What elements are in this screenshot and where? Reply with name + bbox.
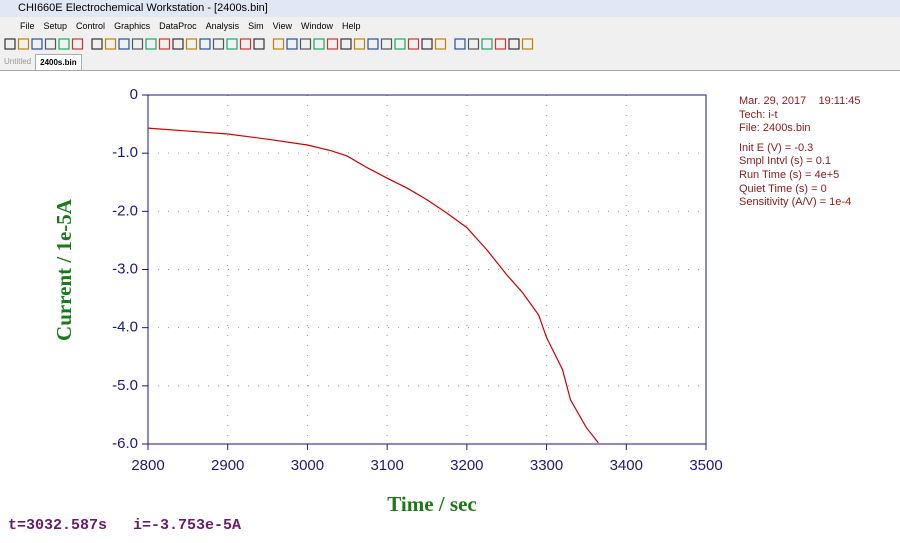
menu-item[interactable]: Graphics [114,21,151,31]
tab-bar: Untitled 2400s.bin [0,54,900,71]
toolbar-button[interactable] [145,38,157,50]
x-tick-label: 3500 [689,457,722,474]
toolbar-button[interactable] [226,38,238,50]
toolbar-button[interactable] [17,38,30,50]
toolbar-button[interactable] [118,38,130,50]
menu-item[interactable]: View [272,21,292,31]
y-tick-label: -6.0 [112,435,138,452]
toolbar [0,35,900,54]
status-text: t=3032.587s [8,517,108,534]
x-tick-label: 3100 [370,457,403,474]
x-tick-label: 3200 [450,457,483,474]
menu-item[interactable]: Sim [248,21,264,31]
toolbar-button[interactable] [494,38,507,50]
info-line: Init E (V) = -0.3 [739,141,814,154]
toolbar-button[interactable] [71,38,84,50]
x-tick-label: 3300 [530,457,563,474]
plot-frame [147,94,707,445]
toolbar-button[interactable] [286,38,298,50]
toolbar-button[interactable] [199,38,211,50]
toolbar-button[interactable] [434,38,447,50]
y-tick-label: -2.0 [112,202,138,219]
status-text: i=-3.753e-5A [133,517,242,534]
x-tick-label: 3400 [610,457,643,474]
toolbar-button[interactable] [104,38,117,50]
menu-item[interactable]: Setup [43,21,68,31]
menu-item[interactable]: File [20,21,35,31]
toolbar-button[interactable] [158,38,171,50]
y-tick-label: -1.0 [112,144,138,161]
toolbar-button[interactable] [31,38,43,50]
toolbar-button[interactable] [421,38,433,50]
tab[interactable]: Untitled [4,57,32,66]
title-bar: CHI660E Electrochemical Workstation - [2… [0,0,900,17]
info-line: File: 2400s.bin [739,122,811,135]
toolbar-button[interactable] [299,38,312,50]
window-title: CHI660E Electrochemical Workstation - [2… [18,2,268,14]
toolbar-button[interactable] [4,38,16,50]
toolbar-button[interactable] [508,38,520,50]
info-line: Quiet Time (s) = 0 [739,182,827,195]
toolbar-button[interactable] [353,38,366,50]
x-tick-label: 2900 [211,457,244,474]
y-tick-label: -3.0 [112,260,138,277]
toolbar-button[interactable] [239,38,252,50]
toolbar-button[interactable] [313,38,325,50]
toolbar-button[interactable] [272,38,285,50]
toolbar-button[interactable] [454,38,466,50]
tab[interactable]: 2400s.bin [35,54,82,70]
menu-item[interactable]: Control [76,21,106,31]
status-bar: t=3032.587s i=-3.753e-5A [8,517,241,534]
toolbar-button[interactable] [91,38,103,50]
info-line: Sensitivity (A/V) = 1e-4 [739,196,852,209]
info-panel: Mar. 29, 2017 19:11:45 Tech: i-t File: 240… [739,95,861,210]
info-line: Mar. 29, 2017 19:11:45 [739,95,861,107]
menu-item[interactable]: Window [300,21,333,31]
menu-item[interactable]: Analysis [205,21,240,31]
toolbar-button[interactable] [185,38,198,50]
toolbar-button[interactable] [367,38,379,50]
toolbar-button[interactable] [521,38,534,50]
toolbar-button[interactable] [394,38,406,50]
menu-item[interactable]: DataProc [159,21,197,31]
toolbar-button[interactable] [467,38,480,50]
toolbar-button[interactable] [380,38,393,50]
x-tick-label: 2800 [131,457,164,474]
toolbar-button[interactable] [172,38,184,50]
y-tick-label: -4.0 [112,319,138,336]
y-tick-label: -5.0 [112,377,138,394]
info-line: Run Time (s) = 4e+5 [739,168,840,181]
toolbar-button[interactable] [212,38,225,50]
toolbar-button[interactable] [481,38,493,50]
x-axis-label: Time / sec [387,492,476,516]
y-tick-label: 0 [130,86,138,103]
info-line: Smpl Intvl (s) = 0.1 [739,155,832,168]
toolbar-button[interactable] [326,38,339,50]
toolbar-button[interactable] [253,38,265,50]
x-tick-label: 3000 [291,457,324,474]
info-line: Tech: i-t [739,108,778,121]
menu-item[interactable]: Help [342,21,361,31]
toolbar-button[interactable] [407,38,420,50]
data-line [147,127,599,444]
toolbar-button[interactable] [44,38,57,50]
y-axis-label: Current / 1e-5A [52,198,76,341]
toolbar-button[interactable] [340,38,352,50]
toolbar-button[interactable] [131,38,144,50]
toolbar-button[interactable] [58,38,70,50]
menu-bar: File Setup Control Graphics DataProc Analysis… [0,17,900,35]
